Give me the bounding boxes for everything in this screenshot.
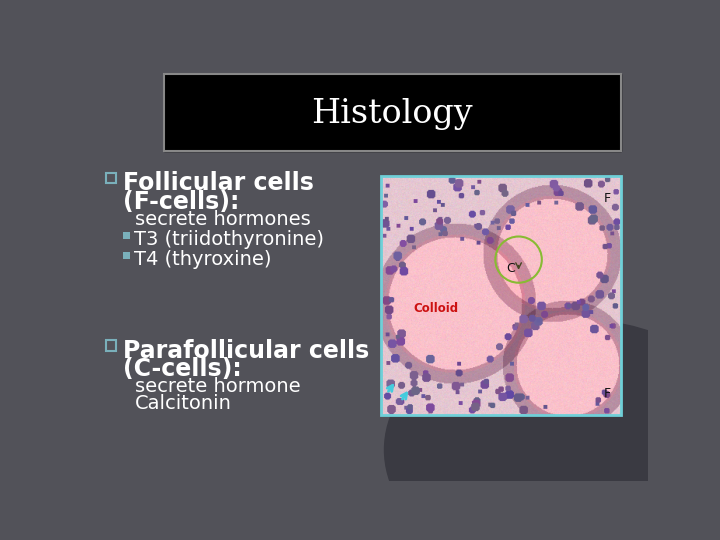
Text: C: C xyxy=(506,262,516,275)
Text: F: F xyxy=(603,192,611,205)
Text: Calcitonin: Calcitonin xyxy=(135,394,232,413)
Bar xyxy=(106,340,117,351)
Text: Parafollicular cells: Parafollicular cells xyxy=(122,339,369,363)
Text: Histology: Histology xyxy=(312,98,473,130)
Bar xyxy=(106,173,117,184)
Text: Follicular cells: Follicular cells xyxy=(122,171,313,195)
Ellipse shape xyxy=(384,319,720,540)
Text: secrete hormones: secrete hormones xyxy=(135,210,311,228)
Text: Colloid: Colloid xyxy=(414,302,459,315)
Bar xyxy=(122,232,130,239)
Bar xyxy=(163,74,621,151)
Text: secrete hormone: secrete hormone xyxy=(135,377,300,396)
Text: T4 (thyroxine): T4 (thyroxine) xyxy=(134,249,271,268)
Text: (C-cells):: (C-cells): xyxy=(122,357,241,381)
Text: T3 (triidothyronine): T3 (triidothyronine) xyxy=(134,230,324,248)
Text: (F-cells):: (F-cells): xyxy=(122,190,239,213)
Bar xyxy=(122,252,130,259)
Bar xyxy=(381,177,621,415)
Text: F: F xyxy=(603,387,611,400)
Bar xyxy=(163,74,621,151)
